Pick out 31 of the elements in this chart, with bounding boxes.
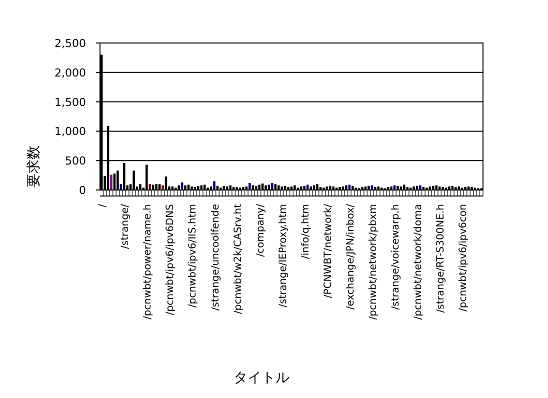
y-tick-label: 2,000 (54, 66, 86, 80)
x-tick-label: /PCNWBT/network/ (322, 203, 334, 298)
x-tick-label: /pcnwbt/w2k/CASrv.ht (232, 204, 244, 314)
bar (213, 181, 216, 190)
x-tick-label: / (98, 203, 109, 208)
y-tick-label: 500 (65, 154, 86, 168)
x-tick-label: /pcnwbt/network/doma (413, 204, 424, 320)
bar (271, 182, 274, 190)
x-tick-label: /pcnwbt/ipv6/ipv6DNS (165, 204, 176, 316)
y-tick-label: 2,500 (54, 37, 86, 50)
bar (248, 182, 251, 190)
y-tick-label: 1,000 (54, 125, 86, 138)
x-tick-label: /company/ (255, 203, 266, 257)
x-tick-label: /strange/ (120, 203, 132, 249)
x-tick-label: /info/q.htm (300, 204, 312, 260)
x-tick-label: /pcnwbt/ipv6/IIS.htm (188, 204, 199, 308)
x-tick-label: /strange/uncoolfende (210, 204, 222, 311)
y-axis-title: 要求数 (26, 146, 42, 188)
x-tick-label: /strange/IEProxy.htm (278, 204, 289, 308)
bar (419, 185, 422, 190)
x-tick-label: /pcnwbt/power/name.h (142, 204, 154, 320)
bar (110, 174, 112, 190)
x-tick-label: /strange/RT-S300NE.h (436, 204, 447, 313)
y-tick-label: 1,500 (54, 96, 86, 109)
x-tick-label: /pcnwbt/network/pbxm (368, 204, 379, 320)
x-axis-title: タイトル (234, 370, 290, 386)
x-tick-label: /exchange/JPN/inbox/ (345, 203, 356, 310)
y-tick-label: 0 (79, 184, 86, 197)
x-tick-label: /strange/voicewarp.h (390, 204, 402, 310)
bar (162, 185, 164, 190)
x-tick-label: /pcnwbt/ipv6/ipv6con (458, 204, 470, 312)
